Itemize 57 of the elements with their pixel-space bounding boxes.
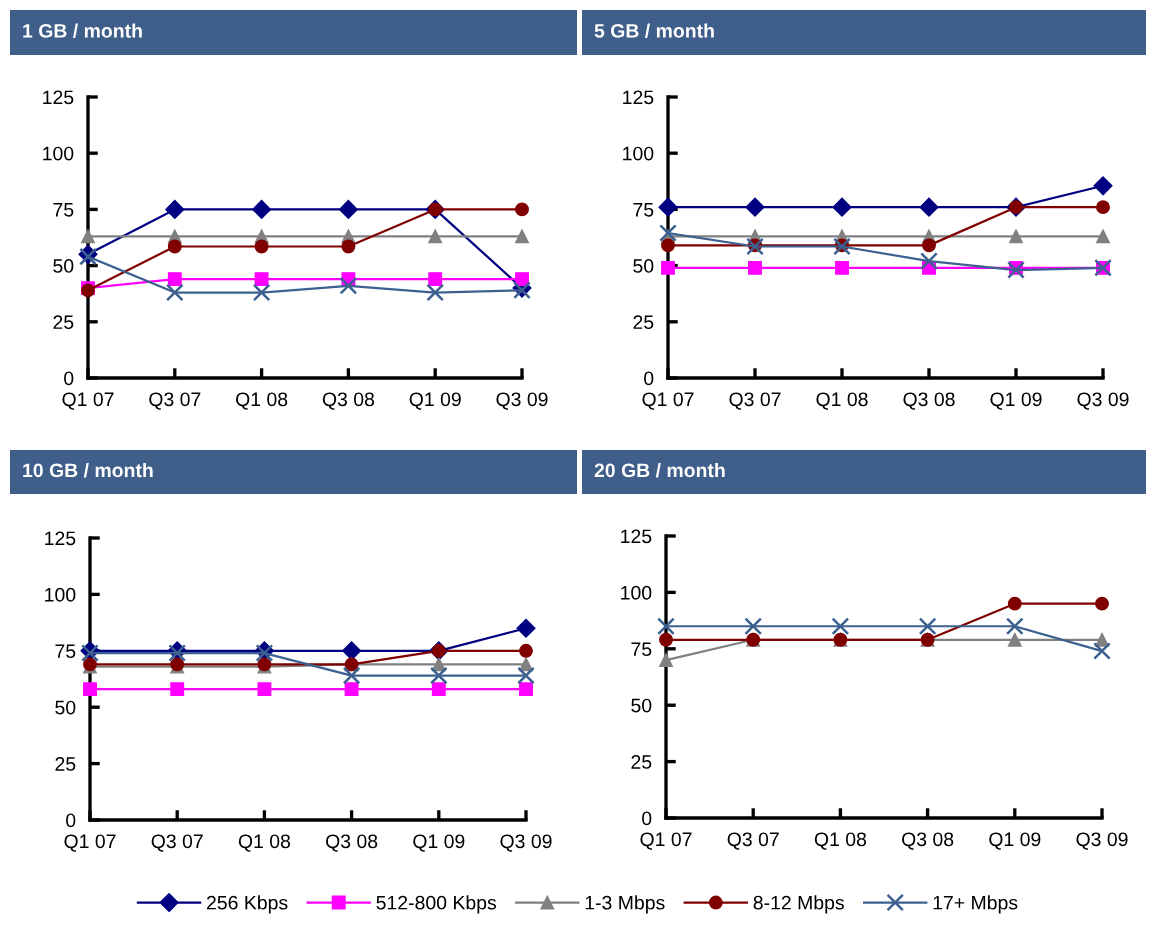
x-tick-label: Q1 09 <box>413 834 465 852</box>
y-tick-label: 100 <box>623 146 654 161</box>
legend-label: 512-800 Kbps <box>376 895 497 914</box>
x-tick-label: Q3 08 <box>902 832 954 850</box>
y-tick-label: 125 <box>623 90 654 105</box>
x-tick-label: Q1 09 <box>409 392 461 410</box>
x-tick-label: Q3 09 <box>1076 832 1128 850</box>
y-tick-label: 125 <box>43 90 74 105</box>
x-tick-label: Q3 08 <box>322 392 375 410</box>
x-tick-label: Q1 07 <box>642 392 694 410</box>
x-tick-label: Q1 07 <box>62 392 114 410</box>
y-tick-label: 75 <box>55 644 76 659</box>
x-tick-label: Q1 08 <box>238 834 291 852</box>
legend-label: 17+ Mbps <box>933 895 1018 914</box>
x-tick-label: Q3 07 <box>727 832 779 850</box>
x-tick-label: Q1 07 <box>640 832 692 850</box>
legend-label: 8-12 Mbps <box>753 895 844 914</box>
y-tick-label: 25 <box>633 315 654 330</box>
y-tick-label: 100 <box>43 146 74 161</box>
x-tick-label: Q3 09 <box>500 834 552 852</box>
y-tick-label: 0 <box>64 371 74 386</box>
x-tick-label: Q3 07 <box>729 392 781 410</box>
chart-title: 5 GB / month <box>594 23 714 38</box>
x-tick-label: Q1 08 <box>814 832 867 850</box>
y-tick-label: 50 <box>631 698 652 713</box>
y-tick-label: 50 <box>53 259 74 273</box>
x-tick-label: Q3 09 <box>496 392 548 410</box>
x-tick-label: Q3 09 <box>1077 392 1129 410</box>
x-tick-label: Q3 07 <box>151 834 203 852</box>
x-tick-label: Q3 07 <box>149 392 201 410</box>
y-tick-label: 75 <box>53 203 74 217</box>
y-tick-label: 100 <box>621 585 652 600</box>
x-tick-label: Q1 08 <box>816 392 868 410</box>
y-tick-label: 50 <box>633 259 654 273</box>
x-tick-label: Q1 09 <box>990 392 1042 410</box>
y-tick-label: 25 <box>631 755 652 769</box>
y-tick-label: 75 <box>633 203 654 217</box>
chart-title: 1 GB / month <box>23 23 142 38</box>
y-tick-label: 125 <box>45 531 76 546</box>
chart-title: 10 GB / month <box>23 462 153 478</box>
y-tick-label: 25 <box>55 757 76 771</box>
x-tick-label: Q1 09 <box>989 832 1041 850</box>
y-tick-label: 125 <box>621 529 652 544</box>
y-tick-label: 75 <box>631 642 652 657</box>
y-tick-label: 0 <box>642 811 652 826</box>
x-tick-label: Q1 07 <box>64 834 116 852</box>
y-tick-label: 50 <box>55 700 76 715</box>
y-tick-label: 0 <box>644 371 654 386</box>
y-tick-label: 100 <box>45 587 76 602</box>
chart-title: 20 GB / month <box>594 462 725 478</box>
legend-label: 1-3 Mbps <box>585 895 665 914</box>
x-tick-label: Q3 08 <box>326 834 378 852</box>
y-tick-label: 25 <box>53 315 74 330</box>
y-tick-label: 0 <box>66 813 76 828</box>
x-tick-label: Q1 08 <box>236 392 288 410</box>
legend-label: 256 Kbps <box>206 895 288 914</box>
x-tick-label: Q3 08 <box>903 392 955 410</box>
